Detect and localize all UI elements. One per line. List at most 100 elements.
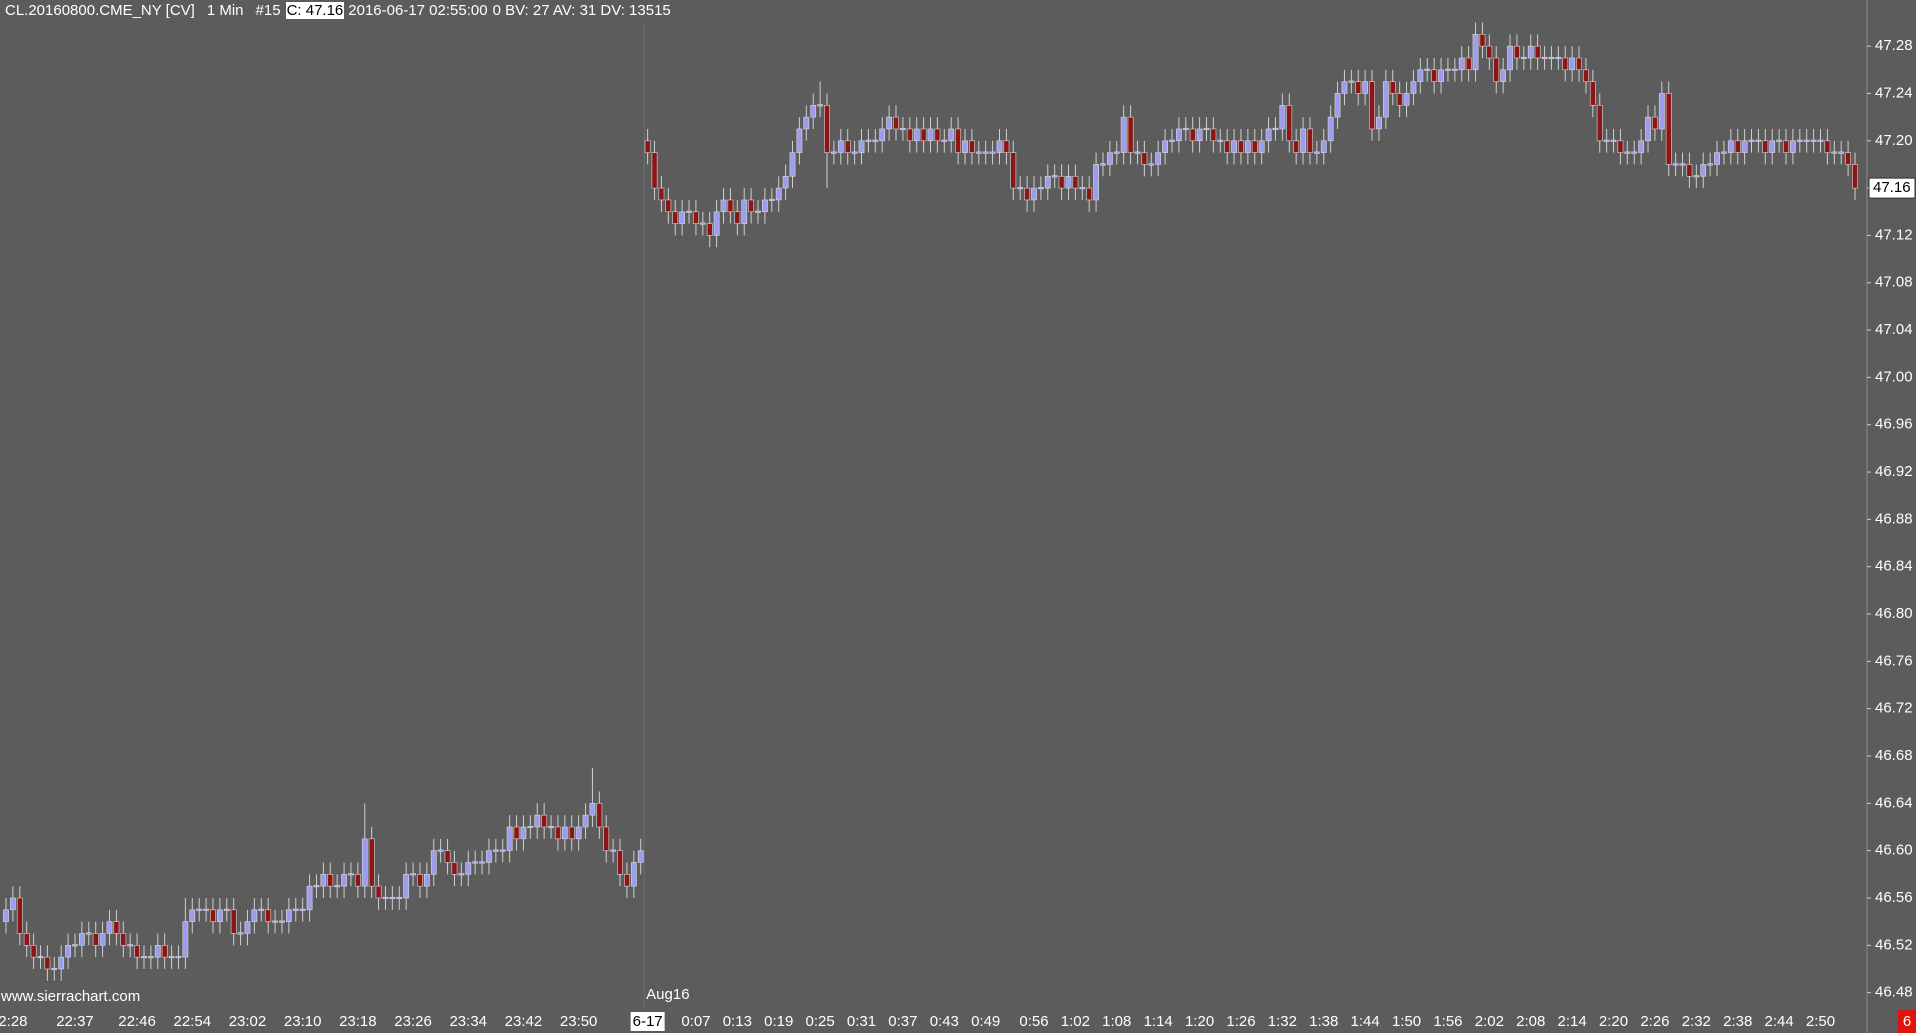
- candle-body: [720, 199, 727, 213]
- y-tick-label: 46.92: [1875, 463, 1913, 480]
- candle-body: [382, 896, 389, 900]
- candle-body: [948, 128, 955, 142]
- candle-body: [1486, 45, 1493, 59]
- candle-body: [1672, 163, 1679, 166]
- candle-body: [920, 128, 927, 142]
- candle-body: [596, 803, 603, 828]
- candle-body: [796, 128, 803, 153]
- candle-body: [78, 933, 85, 946]
- candle-body: [513, 826, 520, 840]
- x-tick-label: 2:38: [1723, 1013, 1752, 1030]
- y-tick-label: 46.68: [1875, 747, 1913, 764]
- candle-body: [465, 862, 472, 875]
- candle-body: [1196, 128, 1203, 142]
- candle-body: [1086, 187, 1093, 201]
- x-tick-label: 2:20: [1599, 1013, 1628, 1030]
- x-tick-label: 23:02: [229, 1013, 267, 1030]
- candle-body: [962, 140, 968, 153]
- candle-body: [630, 862, 637, 887]
- candle-body: [1127, 116, 1134, 153]
- candle-body: [1810, 139, 1817, 142]
- candle-body: [437, 849, 444, 852]
- candle-body: [306, 885, 313, 911]
- candle-body: [1348, 80, 1355, 83]
- candle-body: [1576, 57, 1582, 71]
- candle-body: [768, 198, 775, 201]
- candle-body: [1562, 57, 1569, 71]
- candle-body: [334, 885, 341, 888]
- candle-body: [1796, 139, 1803, 142]
- candle-body: [299, 908, 306, 911]
- candle-body: [1017, 187, 1024, 190]
- x-tick-label: 0:56: [1019, 1013, 1048, 1030]
- candle-body: [113, 921, 120, 934]
- candle-body: [1769, 140, 1776, 153]
- candle-body: [1631, 151, 1638, 154]
- candle-body: [699, 222, 706, 225]
- candle-body: [1838, 151, 1845, 154]
- x-tick-label: 1:38: [1309, 1013, 1338, 1030]
- candle-body: [693, 211, 699, 224]
- candle-body: [23, 933, 30, 946]
- candle-body: [417, 874, 423, 887]
- candle-body: [624, 874, 630, 887]
- candle-body: [968, 140, 975, 153]
- candle-body: [1734, 140, 1741, 153]
- candle-body: [9, 897, 16, 911]
- candle-body: [561, 826, 568, 840]
- candle-body: [451, 862, 458, 875]
- candle-body: [65, 944, 71, 958]
- candle-body: [1396, 93, 1403, 106]
- candle-body: [1113, 151, 1120, 154]
- candle-body: [1334, 93, 1341, 118]
- candle-body: [810, 104, 817, 118]
- candle-body: [1037, 187, 1044, 190]
- candle-body: [1203, 127, 1210, 131]
- candle-body: [1148, 163, 1155, 166]
- candle-body: [1714, 152, 1720, 165]
- y-tick-label: 47.08: [1875, 274, 1913, 291]
- candle-body: [789, 152, 796, 177]
- candle-body: [913, 128, 920, 142]
- candle-body: [368, 838, 375, 887]
- candle-body: [1479, 34, 1486, 47]
- candle-body: [934, 128, 941, 142]
- candle-body: [1852, 164, 1858, 189]
- candle-body: [955, 128, 961, 153]
- candle-body: [610, 849, 617, 852]
- candle-body: [886, 116, 893, 130]
- x-tick-label: 23:26: [394, 1013, 432, 1030]
- x-tick-label: 22:46: [118, 1013, 156, 1030]
- candle-body: [865, 139, 872, 142]
- candle-body: [37, 956, 44, 959]
- candle-body: [637, 850, 644, 863]
- candle-body: [1058, 175, 1065, 189]
- candle-body: [1100, 163, 1106, 166]
- candle-body: [1721, 151, 1727, 154]
- candle-body: [679, 211, 686, 224]
- candle-body: [141, 956, 147, 959]
- candle-body: [734, 211, 741, 224]
- x-tick-label: 2:50: [1806, 1013, 1835, 1030]
- candle-body: [92, 933, 99, 946]
- x-tick-label: 0:13: [723, 1013, 752, 1030]
- candle-body: [44, 956, 51, 970]
- last-price-label: 47.16: [1873, 179, 1911, 196]
- candle-body: [1527, 45, 1534, 59]
- candle-body: [1155, 152, 1162, 165]
- candle-body: [1003, 140, 1010, 153]
- candle-body: [1776, 139, 1783, 142]
- close-label: C: 47.16: [285, 2, 345, 19]
- candle-body: [617, 850, 623, 875]
- candle-body: [285, 909, 292, 922]
- candle-body: [258, 908, 265, 911]
- candle-body: [1189, 128, 1196, 142]
- candle-body: [665, 199, 672, 213]
- candle-body: [1362, 81, 1369, 94]
- x-tick-label: 23:34: [449, 1013, 487, 1030]
- candle-body: [30, 944, 37, 958]
- candle-body: [1431, 69, 1438, 82]
- last-price-box: [1868, 177, 1916, 199]
